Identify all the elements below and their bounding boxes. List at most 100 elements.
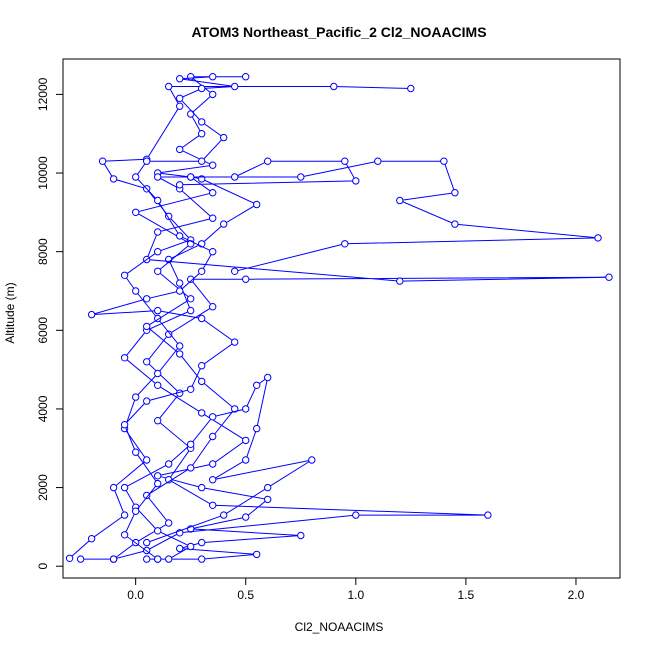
data-point [308, 456, 316, 464]
data-point [176, 232, 184, 240]
plot-area [62, 58, 621, 579]
x-tick-label: 1.0 [347, 588, 364, 602]
data-point [198, 84, 206, 93]
data-point [253, 550, 261, 559]
data-point [374, 157, 382, 165]
data-point [132, 208, 140, 217]
data-point [187, 275, 195, 283]
data-point [242, 513, 250, 521]
data-point [198, 267, 206, 275]
data-point [176, 279, 184, 287]
data-point [143, 555, 151, 563]
data-point [109, 555, 118, 563]
data-point [407, 84, 415, 93]
data-point [187, 464, 195, 472]
data-point [451, 220, 459, 228]
data-point [253, 381, 261, 389]
data-point [242, 275, 250, 283]
data-point [176, 287, 184, 295]
data-point [154, 196, 162, 205]
data-point [187, 385, 195, 393]
data-point [120, 354, 129, 362]
data-point [176, 350, 184, 358]
y-axis-label: Altitude (m) [3, 282, 17, 343]
data-point [198, 483, 206, 492]
data-point [87, 310, 96, 319]
data-point [165, 460, 173, 468]
data-point [297, 173, 305, 181]
data-point [176, 342, 184, 350]
data-point [143, 456, 151, 464]
data-point [98, 157, 107, 165]
data-point [143, 358, 151, 366]
data-point [209, 460, 217, 468]
y-tick-label: 12000 [36, 77, 50, 111]
y-tick-label: 4000 [36, 395, 50, 422]
data-point [209, 476, 217, 484]
data-point [231, 82, 239, 91]
data-point [143, 157, 151, 165]
data-point [176, 102, 184, 110]
data-point [87, 535, 96, 543]
data-point [484, 511, 492, 519]
data-point [187, 306, 195, 315]
data-point [341, 240, 349, 248]
data-point [154, 527, 162, 535]
data-point [242, 436, 250, 445]
data-point [594, 234, 602, 242]
x-axis: 0.0 0.5 1.0 1.5 2.0 [127, 577, 585, 602]
data-point [154, 472, 162, 480]
data-point [209, 303, 217, 311]
y-axis: 0 2000 4000 6000 8000 10000 12000 [36, 77, 64, 570]
data-point [120, 483, 129, 492]
y-tick-label: 2000 [36, 474, 50, 501]
data-point [209, 432, 217, 441]
data-point [143, 322, 151, 331]
data-point [198, 130, 206, 138]
data-point [132, 507, 140, 515]
data-point [264, 483, 272, 492]
data-point [209, 73, 217, 81]
data-point [143, 538, 151, 547]
data-point [242, 405, 250, 413]
data-point [143, 397, 151, 405]
data-point [187, 542, 195, 551]
data-point [198, 314, 206, 323]
data-point [154, 173, 162, 181]
y-tick-label: 10000 [36, 156, 50, 190]
x-axis-label: Cl2_NOAACIMS [295, 620, 384, 634]
data-point [154, 306, 162, 315]
series-line [69, 86, 411, 559]
data-point [231, 173, 239, 181]
series-3 [65, 82, 415, 562]
data-point [154, 479, 162, 488]
chart-title: ATOM3 Northeast_Pacific_2 Cl2_NOAACIMS [191, 24, 486, 40]
data-point [176, 94, 184, 103]
data-point [264, 495, 272, 504]
data-point [341, 157, 349, 165]
data-point [264, 373, 272, 382]
data-point [176, 145, 184, 154]
data-point [220, 511, 228, 519]
data-point [132, 393, 140, 401]
data-point [231, 405, 239, 413]
data-point [198, 538, 206, 547]
data-point [154, 267, 162, 275]
x-tick-label: 1.5 [458, 588, 475, 602]
data-point [120, 531, 129, 539]
data-point [451, 189, 459, 197]
data-point [198, 118, 206, 126]
data-point [154, 381, 162, 389]
data-point [605, 273, 613, 281]
data-point [198, 377, 206, 386]
series-layer [65, 73, 613, 563]
data-point [440, 157, 448, 165]
data-point [109, 483, 118, 492]
data-point [154, 228, 162, 236]
data-point [165, 330, 173, 338]
data-point [165, 519, 173, 527]
data-point [187, 73, 195, 81]
data-point [176, 181, 184, 189]
series-6 [87, 73, 239, 563]
